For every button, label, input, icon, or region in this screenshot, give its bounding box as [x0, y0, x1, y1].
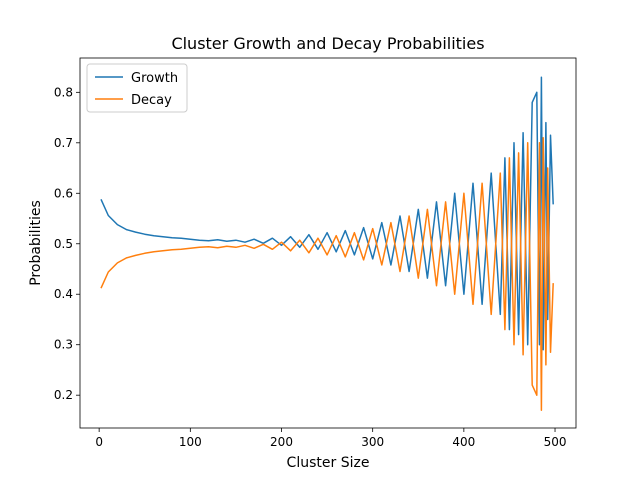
legend-box [86, 63, 188, 113]
legend-label-1: Decay [131, 93, 172, 108]
y-tick-label-1: 0.3 [54, 338, 73, 352]
y-tick-label-6: 0.8 [54, 85, 73, 99]
axes-layer: 0 100 200 300 400 500 0.2 0.3 0.4 0.5 0.6 0.7 0.8 [54, 57, 577, 449]
axes-frame [79, 57, 577, 429]
series-line-1 [100, 137, 554, 412]
y-tick-label-2: 0.4 [54, 287, 73, 301]
x-axis-label: Cluster Size [287, 455, 370, 471]
chart-title: Cluster Growth and Decay Probabilities [171, 34, 484, 53]
plot-background [80, 58, 576, 428]
x-tick-label-1: 100 [179, 435, 202, 449]
y-axis-label: Probabilities [28, 200, 44, 286]
x-tick-label-4: 400 [452, 435, 475, 449]
y-tick-label-5: 0.7 [54, 136, 73, 150]
x-tick-label-5: 500 [544, 435, 567, 449]
y-tick-label-0: 0.2 [54, 388, 73, 402]
y-tick-label-3: 0.5 [54, 237, 73, 251]
legend: Growth Decay [86, 63, 188, 113]
series-layer [100, 76, 554, 412]
legend-label-0: Growth [131, 71, 178, 86]
y-tick-label-4: 0.6 [54, 186, 73, 200]
x-tick-label-0: 0 [95, 435, 103, 449]
x-tick-label-2: 200 [270, 435, 293, 449]
x-tick-label-3: 300 [361, 435, 384, 449]
plot-area: 0 100 200 300 400 500 0.2 0.3 0.4 0.5 0.6 0.7 0.8 [54, 57, 577, 449]
